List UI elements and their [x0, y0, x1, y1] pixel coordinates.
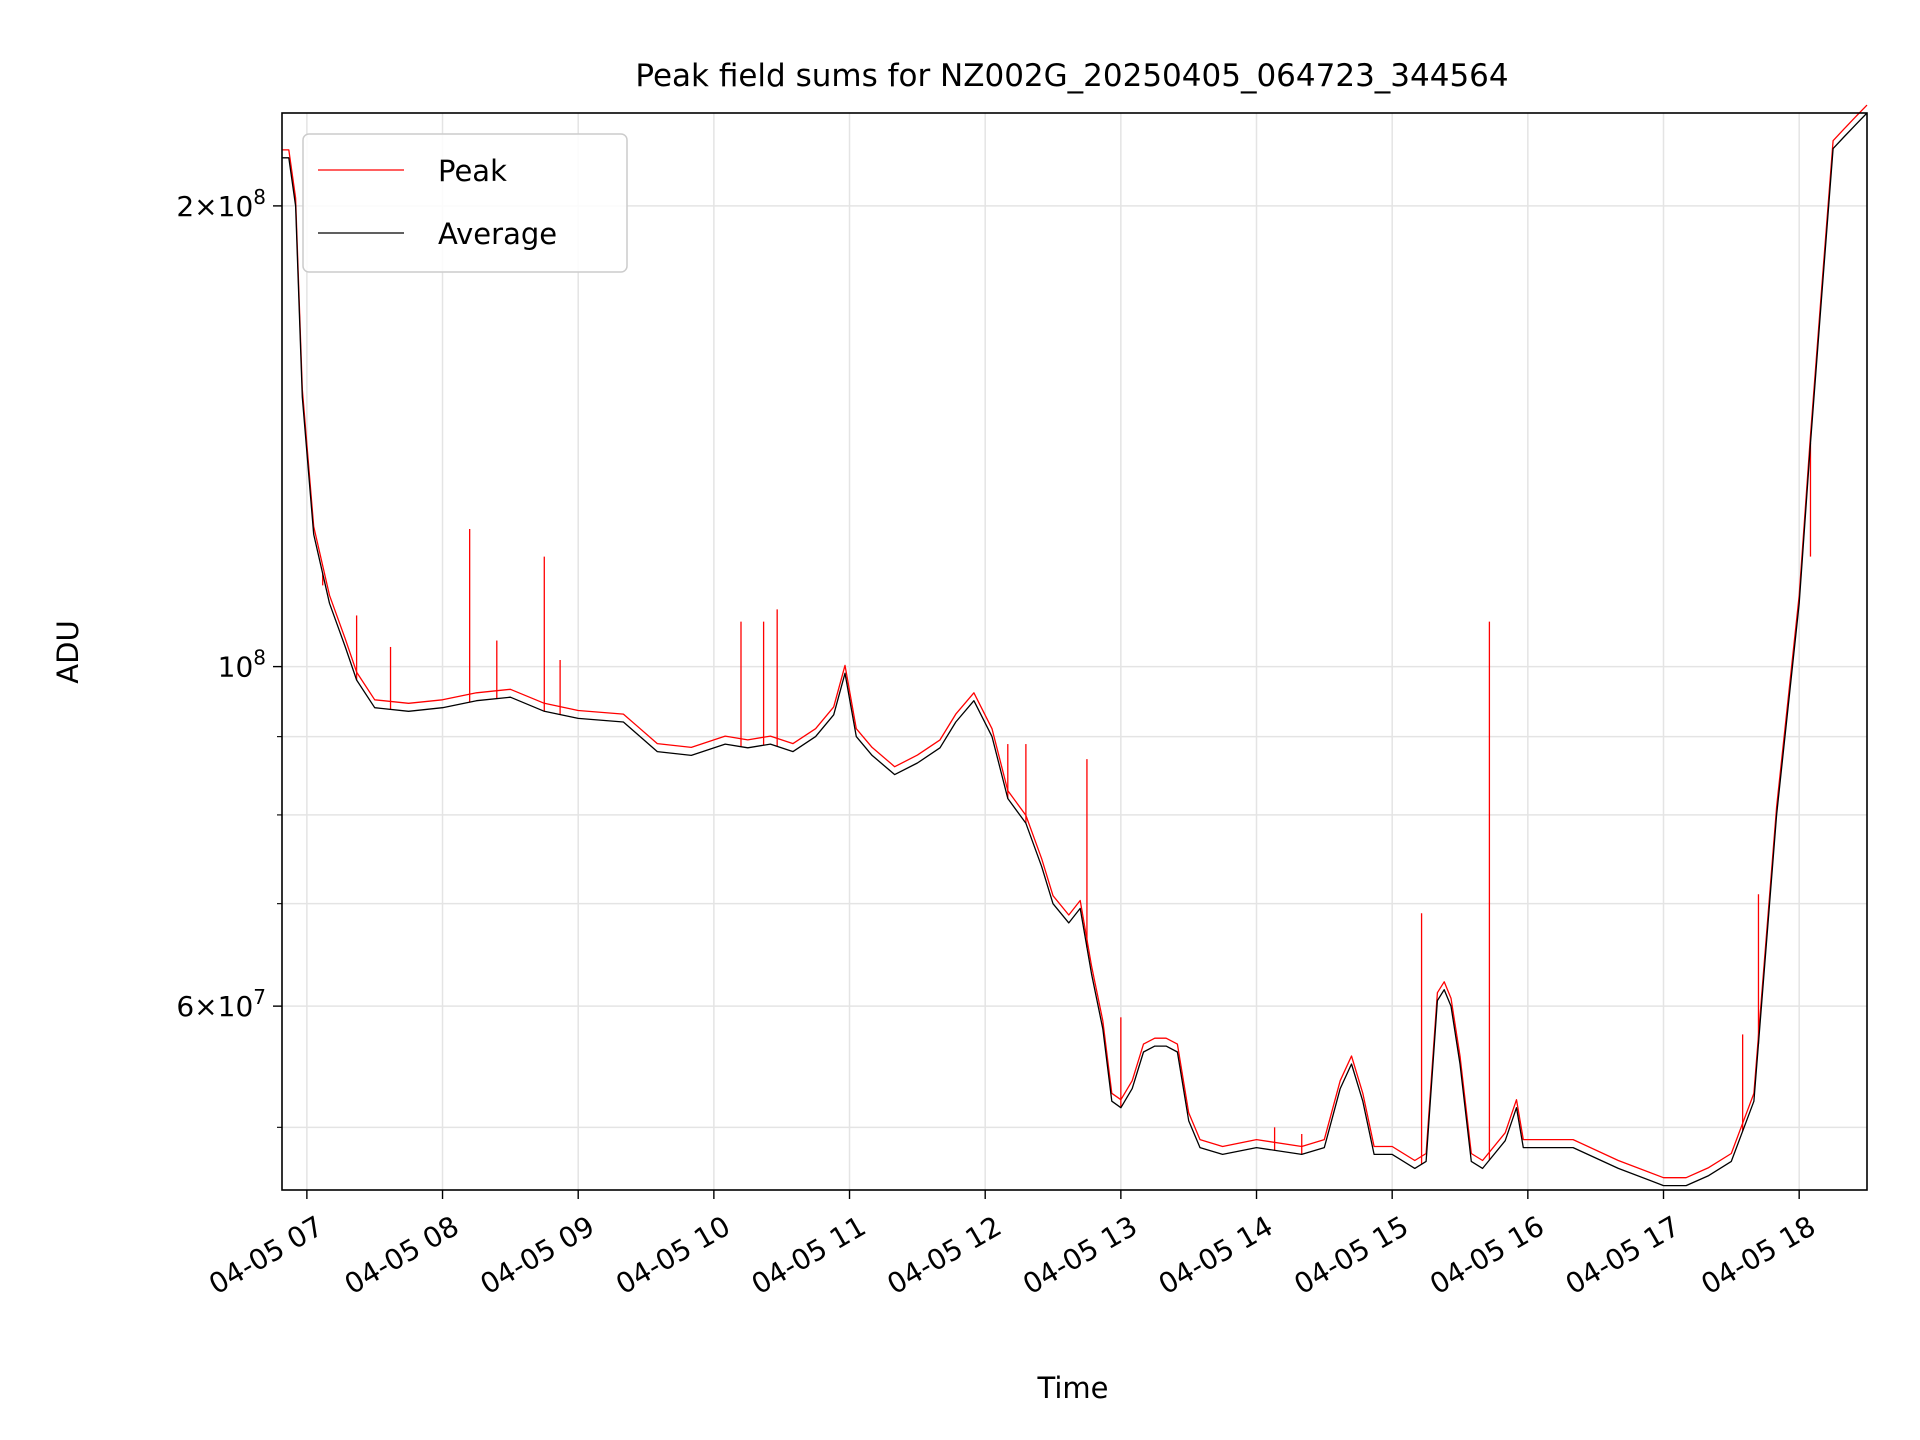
y-tick-label: 6×107 [176, 985, 266, 1023]
y-tick-exponent: 8 [253, 185, 266, 209]
y-tick-label: 108 [218, 646, 266, 684]
legend: Peak Average [302, 133, 628, 273]
y-tick-base10: 10 [218, 651, 254, 684]
y-axis-label: ADU [51, 620, 85, 683]
chart-title: Peak field sums for NZ002G_20250405_0647… [635, 58, 1508, 94]
y-tick-times: ×10 [194, 990, 253, 1023]
legend-box [302, 133, 628, 273]
y-tick-label: 2×108 [176, 185, 266, 223]
y-tick-times: ×10 [194, 190, 253, 223]
x-axis-label: Time [1037, 1371, 1109, 1405]
y-tick-base: 2 [176, 190, 194, 223]
y-tick-base: 6 [176, 990, 194, 1023]
peak-series-line [282, 104, 1868, 1179]
plot-frame [281, 112, 1868, 1191]
grid [282, 113, 1867, 1190]
y-tick-exponent: 8 [253, 646, 266, 670]
average-series-line [282, 112, 1868, 1187]
series-layer [282, 104, 1868, 1187]
legend-label-peak: Peak [438, 154, 507, 188]
legend-label-average: Average [438, 217, 557, 251]
y-tick-exponent: 7 [253, 985, 266, 1009]
